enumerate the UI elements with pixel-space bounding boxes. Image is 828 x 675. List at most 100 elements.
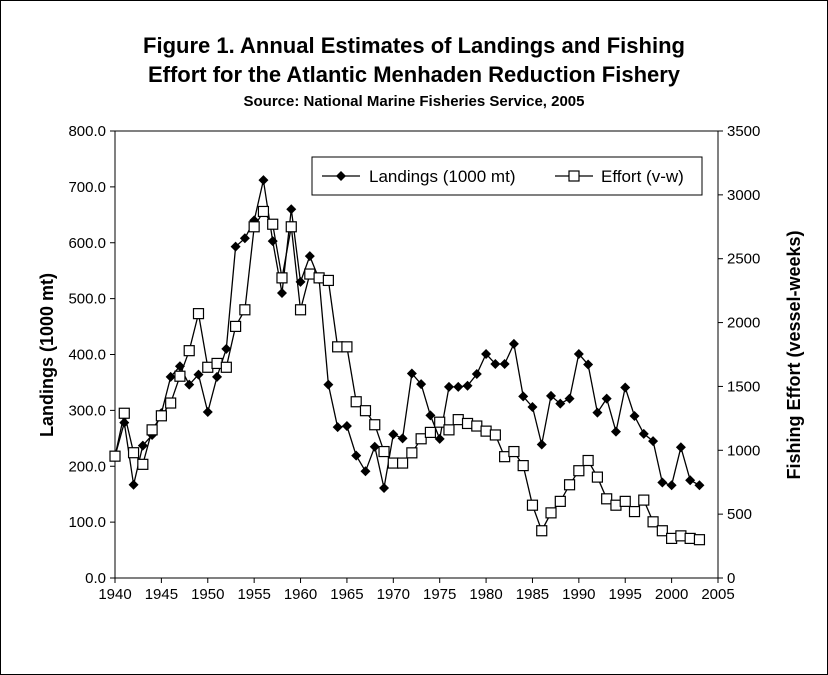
data-point-landings — [184, 379, 195, 390]
data-point-effort — [285, 221, 297, 233]
data-point-landings — [546, 390, 557, 401]
data-point-landings — [583, 359, 594, 370]
data-point-landings — [518, 391, 529, 402]
x-tick-label: 1960 — [284, 586, 317, 603]
data-point-effort — [202, 361, 214, 373]
data-point-effort — [573, 465, 585, 477]
data-point-landings — [360, 466, 371, 477]
data-point-effort — [183, 345, 195, 357]
data-point-effort — [155, 410, 167, 422]
data-point-landings — [499, 358, 510, 369]
x-tick-label: 1985 — [516, 586, 549, 603]
data-point-landings — [332, 422, 343, 433]
data-point-landings — [592, 407, 603, 418]
data-point-effort — [415, 433, 427, 445]
data-point-effort — [628, 505, 641, 518]
data-point-landings — [481, 348, 492, 359]
data-point-landings — [202, 407, 213, 418]
data-point-effort — [545, 507, 557, 519]
data-point-landings — [341, 421, 352, 432]
data-point-effort — [563, 479, 576, 491]
data-point-effort — [656, 525, 668, 537]
data-point-effort — [499, 451, 511, 463]
data-point-landings — [212, 371, 223, 382]
data-point-effort — [230, 320, 242, 333]
data-point-effort — [239, 304, 251, 316]
y2-tick-label: 500 — [727, 506, 752, 523]
data-point-effort — [174, 370, 186, 382]
data-point-effort — [165, 397, 177, 409]
axes: 1940 1945 1950 1955 1960 1965 1970 1975 1980 1985… — [68, 123, 760, 603]
data-point-landings — [610, 426, 621, 437]
data-point-effort — [684, 532, 696, 545]
data-point-effort — [424, 426, 437, 439]
y2-tick-label: 2000 — [727, 315, 760, 332]
data-point-landings — [397, 433, 408, 444]
x-tick-label: 1995 — [609, 586, 642, 603]
y-tick-label: 600.0 — [68, 235, 106, 252]
data-point-effort — [452, 414, 464, 426]
data-point-effort — [508, 445, 520, 458]
data-point-landings — [527, 402, 538, 413]
legend-box — [311, 156, 703, 196]
data-point-effort — [276, 272, 288, 284]
y-tick-label: 0.0 — [85, 570, 106, 587]
data-point-effort — [341, 341, 353, 353]
y2-tick-label: 0 — [727, 570, 735, 587]
data-point-landings — [434, 433, 445, 444]
data-point-effort — [267, 218, 279, 230]
data-point-effort — [304, 268, 316, 280]
y-tick-label: 700.0 — [68, 179, 106, 196]
x-tick-label: 1990 — [562, 586, 595, 603]
data-point-effort — [248, 221, 260, 233]
data-point-effort — [591, 471, 604, 483]
data-point-effort — [211, 357, 223, 370]
data-point-landings — [286, 204, 297, 215]
data-point-effort — [369, 419, 381, 431]
series-line-landings — [114, 180, 700, 489]
x-tick-label: 2005 — [701, 586, 734, 603]
y-tick-label: 400.0 — [68, 347, 106, 364]
data-point-landings — [648, 436, 659, 447]
data-point-effort — [526, 499, 539, 511]
data-point-landings — [258, 175, 269, 186]
data-point-effort — [257, 205, 270, 218]
data-point-landings — [323, 379, 334, 390]
data-point-effort — [647, 516, 659, 528]
legend-label-landings: Landings (1000 mt) — [369, 167, 515, 186]
data-point-effort — [443, 424, 455, 436]
y2-tick-label: 1500 — [727, 378, 760, 395]
data-point-landings — [462, 380, 473, 391]
data-point-effort — [294, 304, 307, 316]
legend-marker-landings — [336, 171, 346, 181]
y-tick-label: 800.0 — [68, 123, 106, 140]
data-point-effort — [582, 454, 594, 467]
x-tick-label: 1980 — [469, 586, 502, 603]
chart-title-line-2: Effort for the Atlantic Menhaden Reducti… — [148, 62, 681, 87]
data-point-effort — [192, 308, 205, 320]
y-axis-label: Landings (1000 mt) — [37, 273, 57, 437]
chart-title-line-1: Figure 1. Annual Estimates of Landings a… — [143, 33, 685, 58]
data-point-effort — [434, 416, 446, 428]
legend-marker-effort — [568, 170, 580, 182]
data-point-landings — [443, 381, 454, 392]
data-point-effort — [313, 272, 325, 284]
data-point-landings — [573, 348, 584, 359]
data-point-landings — [388, 429, 399, 440]
data-point-landings — [128, 479, 139, 490]
y2-tick-label: 3000 — [727, 187, 760, 204]
x-tick-label: 1955 — [237, 586, 270, 603]
x-tick-label: 1975 — [423, 586, 456, 603]
data-point-effort — [638, 494, 650, 506]
y2-tick-label: 3500 — [727, 123, 760, 140]
data-point-landings — [379, 483, 390, 494]
data-point-landings — [369, 441, 380, 452]
data-point-landings — [555, 398, 566, 409]
data-point-landings — [666, 480, 677, 491]
data-point-effort — [489, 429, 501, 441]
data-point-landings — [471, 369, 482, 380]
data-point-landings — [685, 475, 696, 486]
data-point-landings — [137, 440, 148, 451]
data-point-effort — [137, 458, 149, 470]
y2-tick-label: 2500 — [727, 251, 760, 268]
